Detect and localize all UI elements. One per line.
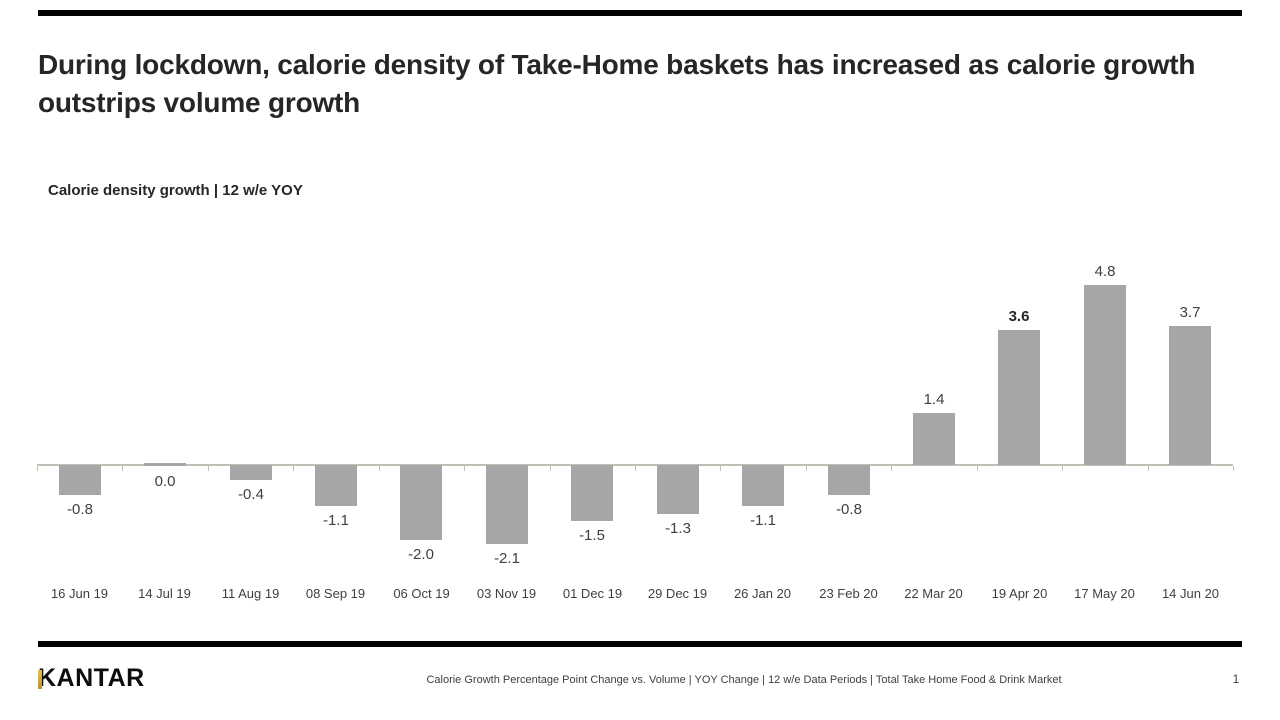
kantar-logo-gold-stem bbox=[38, 670, 42, 689]
top-accent-bar bbox=[38, 10, 1242, 16]
axis-tick bbox=[1233, 466, 1234, 471]
bar bbox=[144, 463, 186, 466]
bar-value-label: -2.0 bbox=[408, 546, 434, 563]
x-axis-label: 19 Apr 20 bbox=[991, 586, 1048, 601]
bar-value-label: 3.7 bbox=[1179, 304, 1201, 321]
axis-tick bbox=[122, 466, 123, 471]
page-title: During lockdown, calorie density of Take… bbox=[38, 49, 1196, 118]
bar bbox=[657, 465, 699, 514]
axis-tick bbox=[891, 466, 892, 471]
bar-value-label: 1.4 bbox=[923, 391, 945, 408]
x-axis-label: 29 Dec 19 bbox=[647, 586, 708, 601]
chart-subtitle: Calorie density growth | 12 w/e YOY bbox=[48, 182, 303, 199]
x-axis-label: 16 Jun 19 bbox=[50, 586, 109, 601]
axis-tick bbox=[464, 466, 465, 471]
bar-value-label: -1.5 bbox=[579, 527, 605, 544]
bar-value-label: -0.4 bbox=[238, 486, 264, 503]
axis-tick bbox=[977, 466, 978, 471]
x-axis-label: 22 Mar 20 bbox=[904, 586, 963, 601]
bar-value-label: -2.1 bbox=[494, 550, 520, 567]
axis-tick bbox=[635, 466, 636, 471]
axis-tick bbox=[720, 466, 721, 471]
kantar-logo-text: KANTAR bbox=[38, 664, 145, 692]
axis-tick bbox=[550, 466, 551, 471]
bar-value-label: -0.8 bbox=[836, 501, 862, 518]
axis-tick bbox=[806, 466, 807, 471]
bar bbox=[742, 465, 784, 507]
bar-value-label: 0.0 bbox=[154, 473, 176, 490]
footer-source-text: Calorie Growth Percentage Point Change v… bbox=[426, 674, 1062, 686]
bar bbox=[913, 412, 955, 465]
x-axis-label: 14 Jul 19 bbox=[138, 586, 191, 601]
kantar-logo: KANTAR bbox=[38, 662, 145, 694]
axis-tick bbox=[379, 466, 380, 471]
bar bbox=[1084, 285, 1126, 465]
x-axis-line bbox=[37, 464, 1233, 466]
bar-chart: -0.8 16 Jun 19 0.0 14 Jul 19 -0.4 11 Aug 19 -1… bbox=[37, 263, 1234, 601]
x-axis-label: 14 Jun 20 bbox=[1161, 586, 1220, 601]
bar-value-label: -1.1 bbox=[750, 512, 776, 529]
bar-value-label: 4.8 bbox=[1094, 263, 1116, 280]
x-axis-label: 23 Feb 20 bbox=[819, 586, 878, 601]
bar-value-label: -1.3 bbox=[665, 520, 691, 537]
x-axis-label: 03 Nov 19 bbox=[476, 586, 537, 601]
x-axis-label: 17 May 20 bbox=[1074, 586, 1135, 601]
x-axis-label: 11 Aug 19 bbox=[221, 586, 280, 601]
axis-tick bbox=[293, 466, 294, 471]
bar-value-label: -1.1 bbox=[323, 512, 349, 529]
bar bbox=[1169, 326, 1211, 465]
bar bbox=[400, 465, 442, 540]
x-axis-label: 01 Dec 19 bbox=[562, 586, 623, 601]
bar-value-label: -0.8 bbox=[67, 501, 93, 518]
axis-tick bbox=[1062, 466, 1063, 471]
bottom-accent-bar bbox=[38, 641, 1242, 647]
bar bbox=[828, 465, 870, 495]
axis-tick bbox=[37, 466, 38, 471]
axis-tick bbox=[208, 466, 209, 471]
x-axis-label: 26 Jan 20 bbox=[733, 586, 792, 601]
bar bbox=[315, 465, 357, 507]
bar bbox=[998, 330, 1040, 465]
bar bbox=[486, 465, 528, 544]
x-axis-label: 06 Oct 19 bbox=[393, 586, 450, 601]
x-axis-label: 08 Sep 19 bbox=[305, 586, 366, 601]
axis-tick bbox=[1148, 466, 1149, 471]
bar bbox=[571, 465, 613, 522]
bar bbox=[59, 465, 101, 495]
bar-value-label: 3.6 bbox=[1008, 308, 1030, 325]
bar bbox=[230, 465, 272, 480]
page-number: 1 bbox=[1232, 672, 1240, 686]
